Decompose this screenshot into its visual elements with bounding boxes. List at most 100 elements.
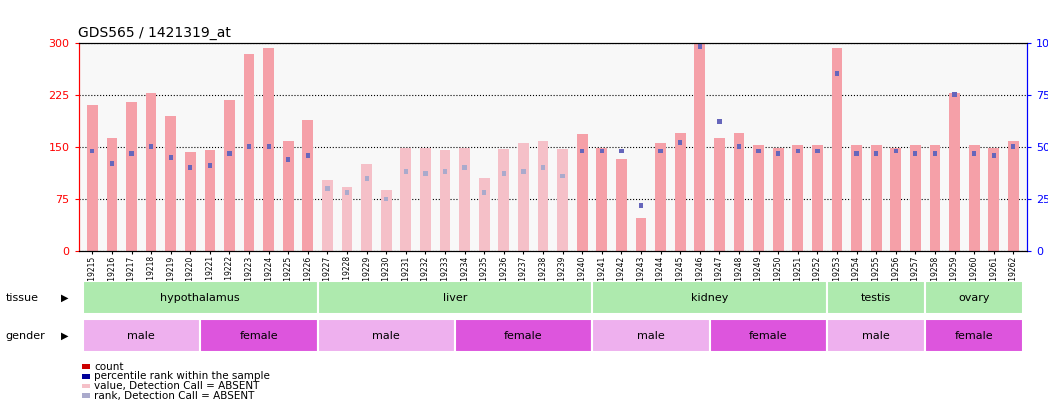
Bar [968, 145, 980, 251]
Bar [189, 165, 193, 170]
Bar [812, 145, 823, 251]
Bar [827, 319, 925, 352]
Text: count: count [94, 362, 124, 371]
Text: ovary: ovary [958, 293, 990, 303]
Text: ▶: ▶ [61, 293, 69, 303]
Bar [933, 151, 937, 156]
Bar [854, 151, 858, 156]
Text: rank, Detection Call = ABSENT: rank, Detection Call = ABSENT [94, 391, 255, 401]
Text: male: male [637, 331, 664, 341]
Bar [345, 190, 349, 195]
Bar [709, 319, 827, 352]
Bar [83, 319, 200, 352]
Bar [455, 319, 592, 352]
Bar [283, 141, 293, 251]
Bar [204, 150, 215, 251]
Bar [772, 148, 784, 251]
Bar [655, 143, 665, 251]
Bar [385, 196, 389, 201]
Bar [82, 374, 90, 379]
Bar [930, 145, 940, 251]
Bar [827, 281, 925, 314]
Bar [462, 165, 466, 170]
Bar [639, 203, 643, 208]
Bar [263, 48, 275, 251]
Bar [200, 319, 318, 352]
Bar [619, 149, 624, 153]
Bar [636, 218, 647, 251]
Bar [991, 153, 996, 158]
Bar [306, 153, 310, 158]
Bar [538, 141, 548, 251]
Text: liver: liver [442, 293, 467, 303]
Text: female: female [504, 331, 543, 341]
Text: hypothalamus: hypothalamus [160, 293, 240, 303]
Bar [286, 157, 290, 162]
Text: kidney: kidney [691, 293, 728, 303]
Bar [423, 171, 428, 176]
Bar [420, 148, 431, 251]
Bar [126, 102, 137, 251]
Text: testis: testis [861, 293, 891, 303]
Bar [599, 149, 604, 153]
Bar [247, 144, 252, 149]
Bar [874, 151, 878, 156]
Bar [913, 151, 917, 156]
Bar [541, 165, 545, 170]
Bar [558, 149, 568, 251]
Bar [792, 145, 803, 251]
Bar [169, 155, 173, 160]
Bar [754, 145, 764, 251]
Bar [910, 145, 921, 251]
Bar [831, 48, 843, 251]
Bar [576, 134, 588, 251]
Bar [949, 93, 960, 251]
Bar [82, 384, 90, 388]
Bar [695, 43, 705, 251]
Bar [149, 144, 153, 149]
Bar [988, 148, 999, 251]
Bar [776, 151, 781, 156]
Bar [129, 151, 134, 156]
Bar [482, 190, 486, 195]
Text: male: male [128, 331, 155, 341]
Bar [110, 161, 114, 166]
Bar [479, 178, 489, 251]
Bar [459, 148, 470, 251]
Bar [90, 149, 94, 153]
Bar [971, 151, 977, 156]
Bar [757, 149, 761, 153]
Bar [83, 281, 318, 314]
Bar [835, 71, 839, 76]
Bar [403, 169, 408, 174]
Bar [675, 133, 685, 251]
Bar [592, 281, 827, 314]
Bar [107, 139, 117, 251]
Bar [580, 149, 585, 153]
Text: male: male [863, 331, 890, 341]
Bar [678, 140, 682, 145]
Bar [322, 180, 333, 251]
Bar [518, 143, 529, 251]
Bar [443, 169, 447, 174]
Bar [499, 149, 509, 251]
Text: female: female [955, 331, 994, 341]
Bar [318, 281, 592, 314]
Bar [87, 105, 97, 251]
Bar [698, 44, 702, 49]
Text: tissue: tissue [5, 293, 38, 303]
Bar [616, 159, 627, 251]
Text: female: female [749, 331, 788, 341]
Bar [440, 150, 451, 251]
Bar [596, 148, 607, 251]
Text: GDS565 / 1421319_at: GDS565 / 1421319_at [78, 26, 231, 40]
Bar [224, 100, 235, 251]
Bar [146, 93, 156, 251]
Bar [737, 144, 741, 149]
Bar [717, 119, 721, 124]
Bar [380, 190, 392, 251]
Bar [82, 364, 90, 369]
Bar [365, 176, 369, 181]
Text: value, Detection Call = ABSENT: value, Detection Call = ABSENT [94, 381, 260, 391]
Bar [244, 54, 255, 251]
